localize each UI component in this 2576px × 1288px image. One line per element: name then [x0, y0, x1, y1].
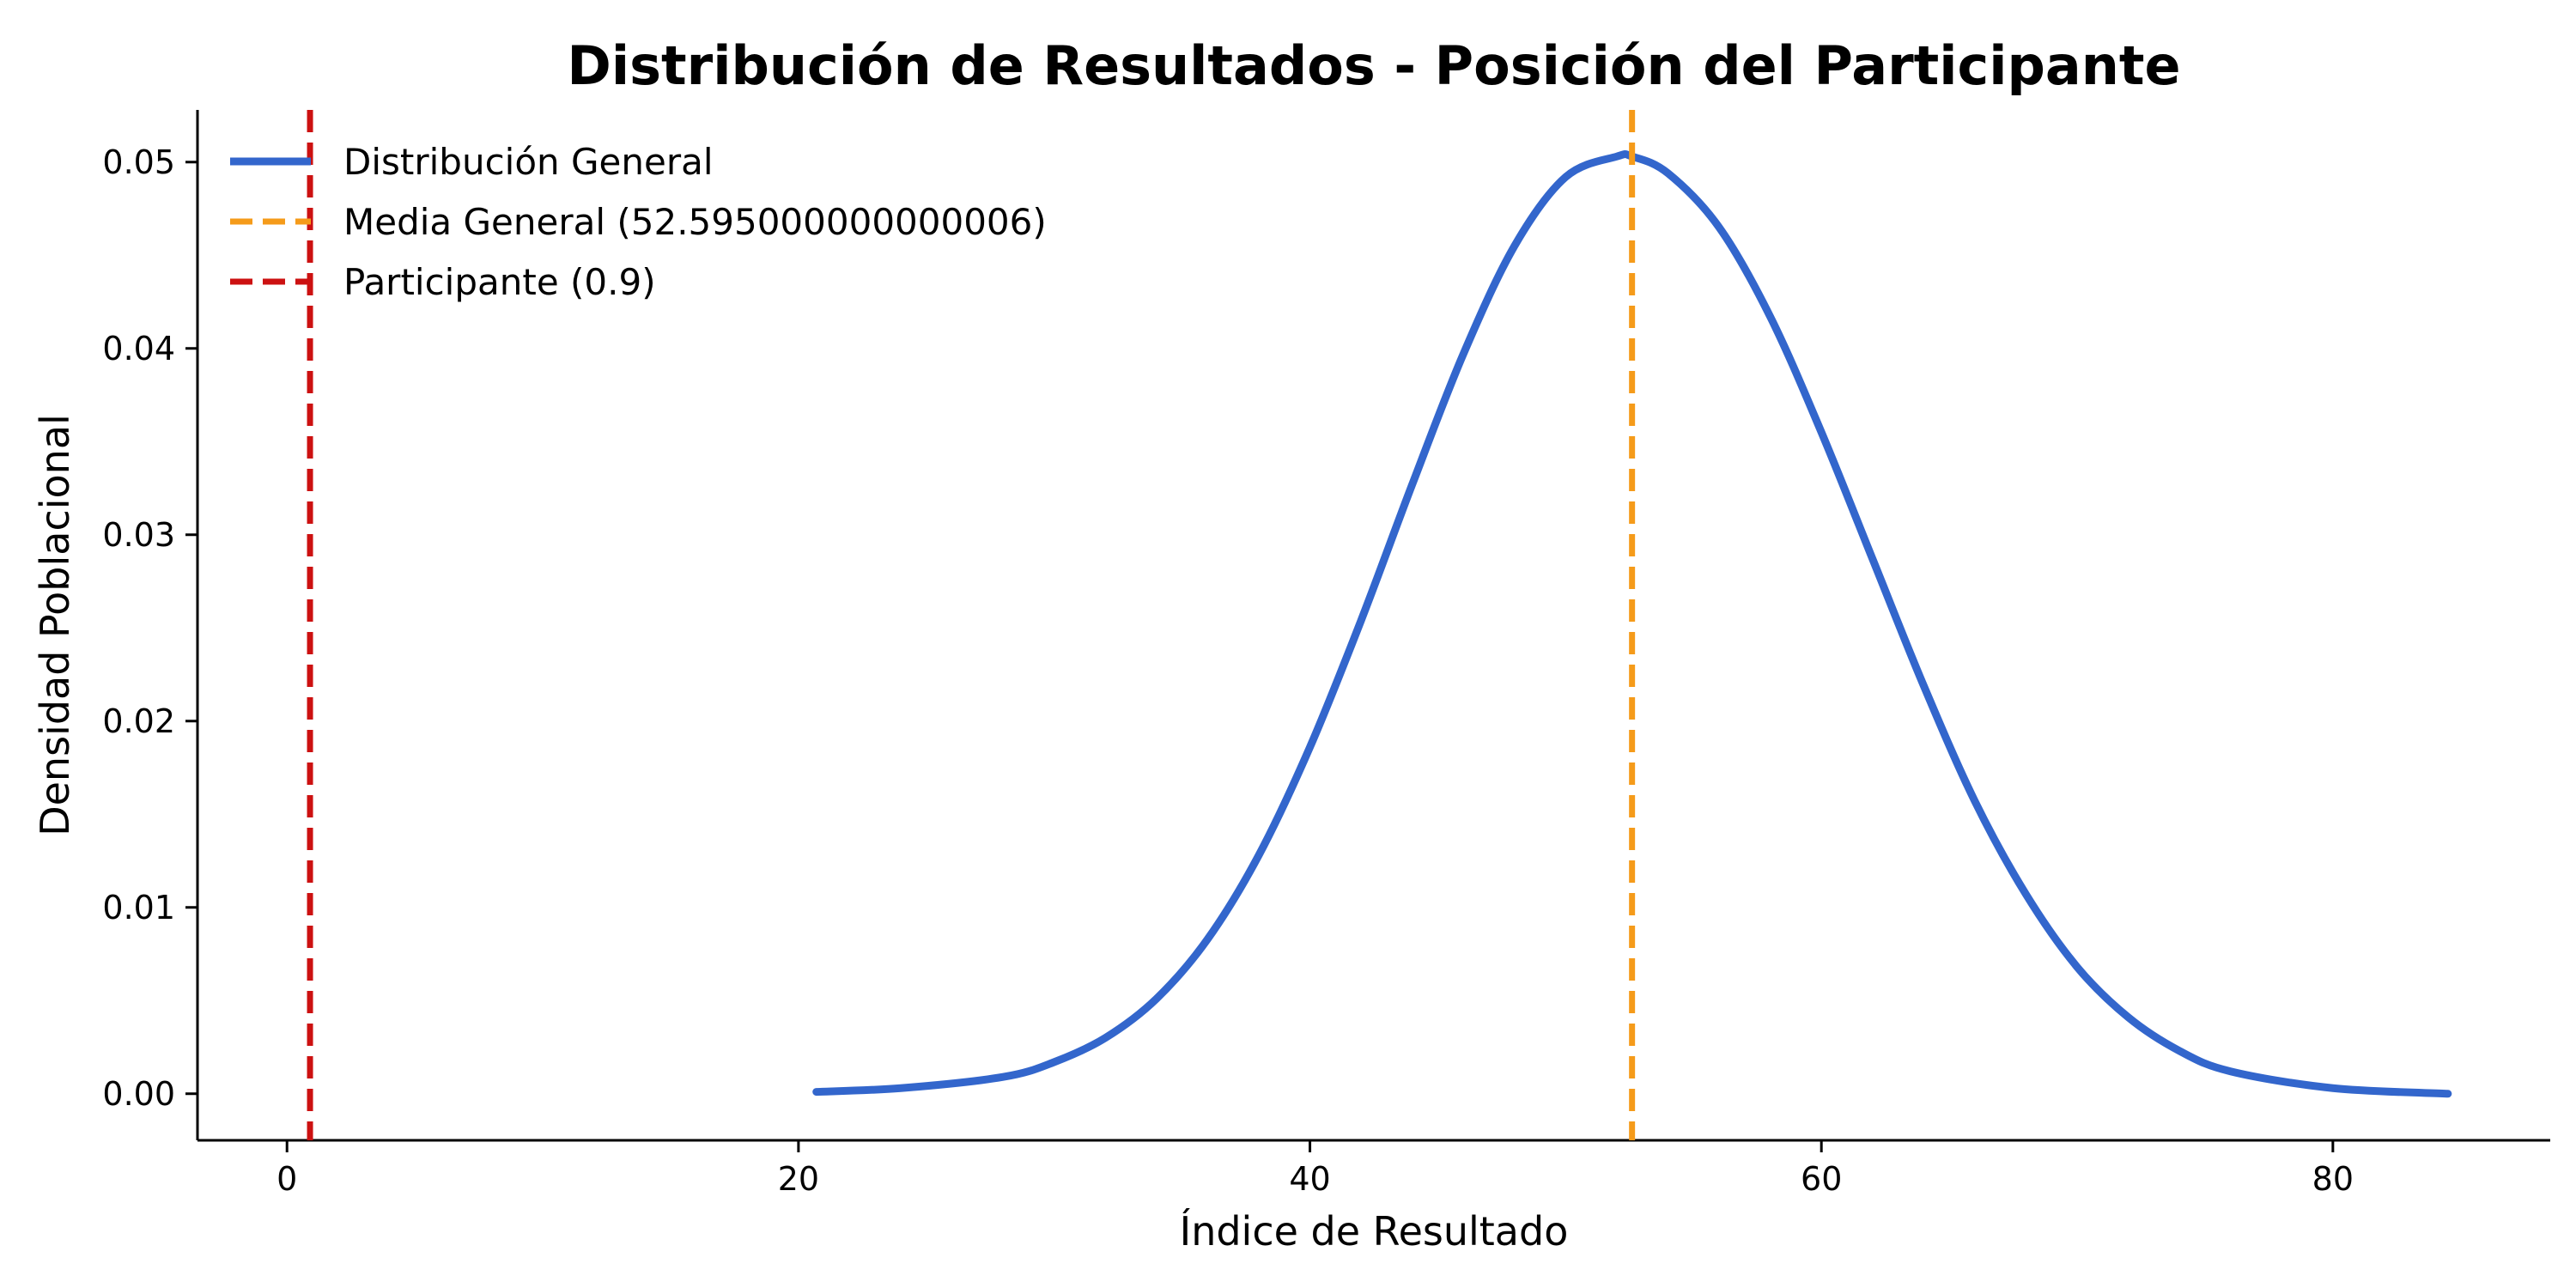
- y-tick-label: 0.03: [102, 516, 175, 554]
- y-axis-label: Densidad Poblacional: [32, 414, 78, 836]
- chart-title: Distribución de Resultados - Posición de…: [567, 34, 2180, 97]
- x-axis-label: Índice de Resultado: [1180, 1208, 1569, 1255]
- x-tick-label: 0: [276, 1160, 297, 1198]
- axes: [196, 110, 2550, 1142]
- legend-label: Distribución General: [343, 141, 714, 183]
- y-ticks: 0.00 0.01 0.02 0.03 0.04 0.05: [102, 143, 197, 1113]
- legend-label: Participante (0.9): [343, 261, 656, 303]
- y-tick-label: 0.02: [102, 702, 175, 740]
- x-ticks: 0 20 40 60 80: [276, 1140, 2354, 1198]
- y-tick-label: 0.01: [102, 889, 175, 927]
- legend: Distribución General Media General (52.59…: [230, 141, 1047, 303]
- x-tick-label: 20: [778, 1160, 819, 1198]
- x-tick-label: 40: [1289, 1160, 1330, 1198]
- y-tick-label: 0.04: [102, 330, 175, 368]
- y-tick-label: 0.00: [102, 1075, 175, 1113]
- y-tick-label: 0.05: [102, 143, 175, 181]
- distribution-curve: [812, 150, 2452, 1098]
- x-tick-label: 60: [1801, 1160, 1842, 1198]
- x-tick-label: 80: [2312, 1160, 2354, 1198]
- legend-label: Media General (52.595000000000006): [343, 201, 1047, 243]
